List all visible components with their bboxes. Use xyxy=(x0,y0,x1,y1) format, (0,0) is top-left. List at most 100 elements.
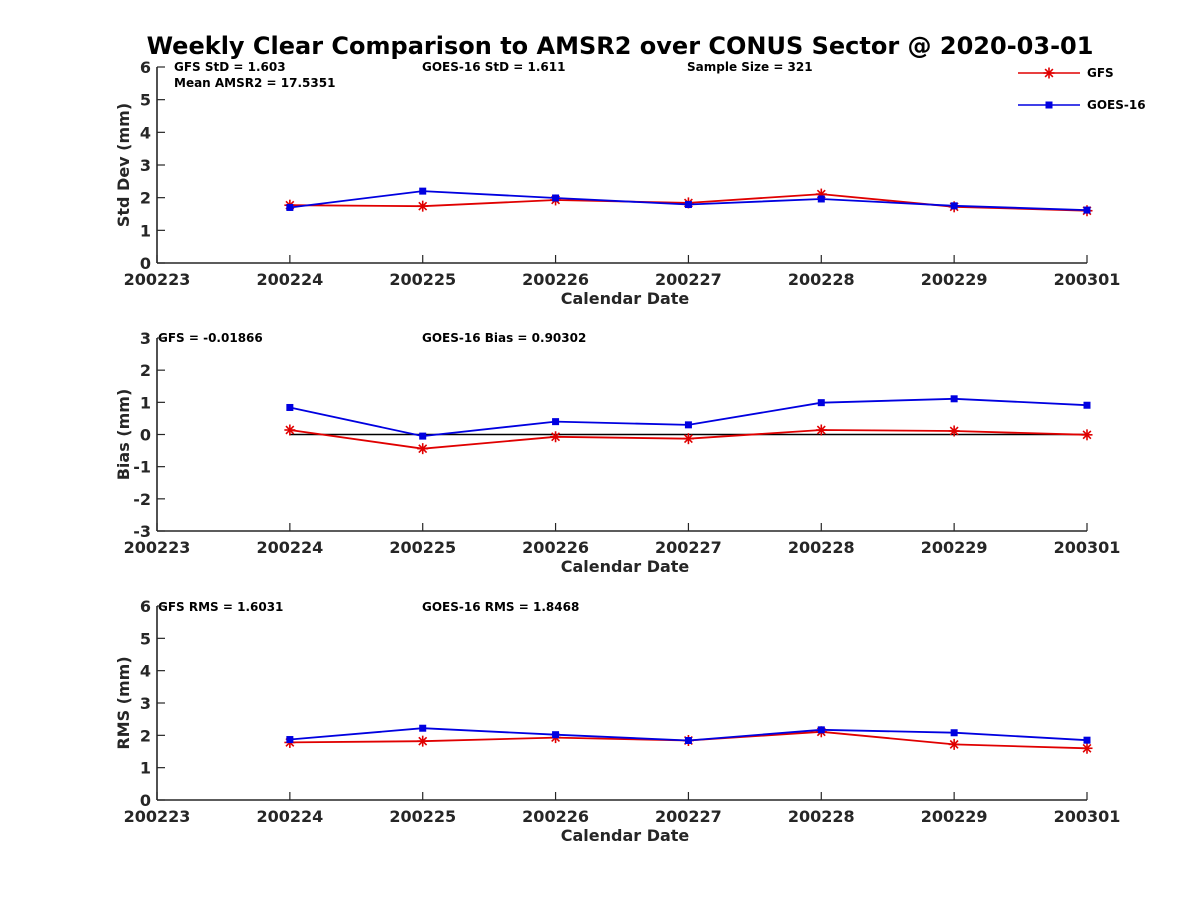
gfs-rms-annotation: GFS RMS = 1.6031 xyxy=(158,600,283,614)
x-tick-label: 200225 xyxy=(389,538,456,557)
data-point-goes16 xyxy=(817,399,825,407)
y-tick-label: 1 xyxy=(140,393,151,412)
data-point-gfs xyxy=(682,433,694,445)
y-tick-label: 3 xyxy=(140,156,151,175)
x-tick-label: 200301 xyxy=(1054,270,1121,289)
y-tick-label: 0 xyxy=(140,254,151,273)
x-tick-label: 200228 xyxy=(788,270,855,289)
data-point-gfs xyxy=(550,431,562,443)
y-tick-label: 1 xyxy=(140,221,151,240)
gfs-bias-annotation: GFS = -0.01866 xyxy=(158,331,263,345)
y-tick-label: 2 xyxy=(140,361,151,380)
x-axis-label: Calendar Date xyxy=(561,289,690,308)
data-point-goes16 xyxy=(1083,206,1091,214)
x-tick-label: 200226 xyxy=(522,807,589,826)
data-point-gfs xyxy=(948,738,960,750)
x-tick-label: 200229 xyxy=(921,538,988,557)
data-point-goes16 xyxy=(286,203,294,211)
y-axis-label: RMS (mm) xyxy=(114,656,133,749)
y-tick-label: 2 xyxy=(140,189,151,208)
x-tick-label: 200301 xyxy=(1054,538,1121,557)
legend-goes16-marker-shape xyxy=(1045,101,1053,109)
x-tick-label: 200223 xyxy=(124,807,191,826)
legend-item-gfs: GFS xyxy=(1018,66,1114,80)
x-tick-label: 200226 xyxy=(522,270,589,289)
data-point-goes16 xyxy=(817,726,825,734)
y-axis-label: Std Dev (mm) xyxy=(114,103,133,227)
chart-title: Weekly Clear Comparison to AMSR2 over CO… xyxy=(147,32,1094,60)
y-tick-label: 0 xyxy=(140,791,151,810)
data-point-gfs xyxy=(948,425,960,437)
y-tick-label: 3 xyxy=(140,329,151,348)
x-tick-label: 200224 xyxy=(256,807,323,826)
data-point-goes16 xyxy=(419,432,427,440)
y-tick-label: -1 xyxy=(133,458,151,477)
x-tick-label: 200227 xyxy=(655,270,722,289)
mean-amsr2-annotation: Mean AMSR2 = 17.5351 xyxy=(174,76,335,90)
legend: GFS GOES-16 xyxy=(1018,66,1146,112)
data-point-gfs xyxy=(284,424,296,436)
y-tick-label: 5 xyxy=(140,91,151,110)
y-tick-label: 2 xyxy=(140,726,151,745)
x-tick-label: 200228 xyxy=(788,807,855,826)
data-point-goes16 xyxy=(286,403,294,411)
goes16-bias-annotation: GOES-16 Bias = 0.90302 xyxy=(422,331,586,345)
x-tick-label: 200224 xyxy=(256,270,323,289)
data-point-gfs xyxy=(417,735,429,747)
data-point-goes16 xyxy=(552,418,560,426)
std-dev-panel: GFS StD = 1.603 GOES-16 StD = 1.611 Samp… xyxy=(114,58,1120,308)
legend-gfs-marker-shape xyxy=(1043,67,1055,79)
x-axis-label: Calendar Date xyxy=(561,826,690,845)
data-point-goes16 xyxy=(950,395,958,403)
data-point-gfs xyxy=(417,200,429,212)
legend-goes16-label: GOES-16 xyxy=(1087,98,1146,112)
legend-goes16-marker xyxy=(1045,101,1053,109)
y-tick-label: 3 xyxy=(140,694,151,713)
data-point-goes16 xyxy=(419,724,427,732)
y-tick-label: 1 xyxy=(140,759,151,778)
y-tick-label: 0 xyxy=(140,426,151,445)
y-axis-label: Bias (mm) xyxy=(114,389,133,481)
x-tick-label: 200227 xyxy=(655,807,722,826)
x-tick-label: 200225 xyxy=(389,270,456,289)
y-tick-label: -2 xyxy=(133,490,151,509)
data-point-goes16 xyxy=(1083,736,1091,744)
data-point-gfs xyxy=(815,424,827,436)
data-point-gfs xyxy=(417,443,429,455)
x-tick-label: 200224 xyxy=(256,538,323,557)
x-tick-label: 200229 xyxy=(921,807,988,826)
sample-size-annotation: Sample Size = 321 xyxy=(687,60,813,74)
data-point-goes16 xyxy=(950,729,958,737)
data-point-goes16 xyxy=(419,187,427,195)
data-point-goes16 xyxy=(286,736,294,744)
data-point-goes16 xyxy=(817,195,825,203)
y-tick-label: 5 xyxy=(140,629,151,648)
x-tick-label: 200228 xyxy=(788,538,855,557)
x-tick-label: 200301 xyxy=(1054,807,1121,826)
gfs-std-annotation: GFS StD = 1.603 xyxy=(174,60,286,74)
bias-panel: GFS = -0.01866 GOES-16 Bias = 0.90302 -3… xyxy=(114,329,1120,576)
data-point-goes16 xyxy=(684,737,692,745)
data-point-goes16 xyxy=(950,202,958,210)
x-axis-label: Calendar Date xyxy=(561,557,690,576)
x-tick-label: 200227 xyxy=(655,538,722,557)
y-tick-label: 6 xyxy=(140,58,151,77)
data-point-goes16 xyxy=(552,731,560,739)
goes16-std-annotation: GOES-16 StD = 1.611 xyxy=(422,60,565,74)
x-tick-label: 200225 xyxy=(389,807,456,826)
data-point-gfs xyxy=(1081,742,1093,754)
y-tick-label: 4 xyxy=(140,662,151,681)
x-tick-label: 200223 xyxy=(124,538,191,557)
legend-gfs-marker xyxy=(1043,67,1055,79)
y-tick-label: 4 xyxy=(140,123,151,142)
y-tick-label: -3 xyxy=(133,522,151,541)
x-tick-label: 200226 xyxy=(522,538,589,557)
legend-item-goes16: GOES-16 xyxy=(1018,98,1146,112)
x-tick-label: 200229 xyxy=(921,270,988,289)
data-point-goes16 xyxy=(684,201,692,209)
x-tick-label: 200223 xyxy=(124,270,191,289)
y-tick-label: 6 xyxy=(140,597,151,616)
legend-gfs-label: GFS xyxy=(1087,66,1114,80)
data-point-goes16 xyxy=(1083,401,1091,409)
